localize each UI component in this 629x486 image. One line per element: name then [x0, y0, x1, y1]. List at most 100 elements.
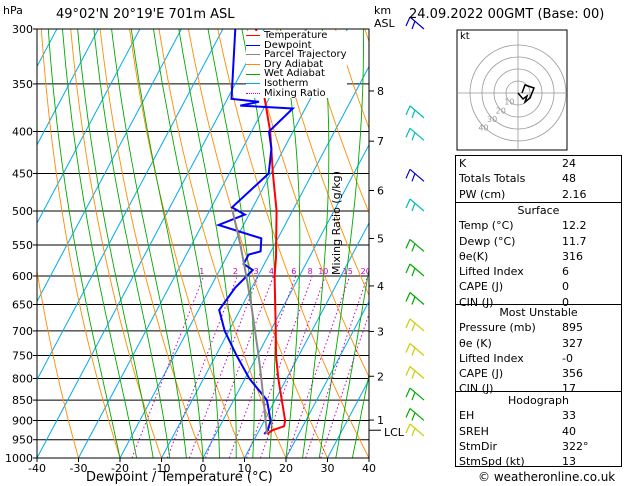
wet-adiabat: [93, 29, 171, 458]
isotherm: [78, 29, 307, 458]
surface-row: θe(K) 316: [455, 249, 622, 264]
mixing-ratio-label: 4: [269, 267, 274, 276]
legend-item: Isotherm: [246, 79, 347, 89]
most-unstable-value: 356: [562, 367, 583, 381]
legend-item: Parcel Trajectory: [246, 50, 347, 60]
surface-row: CAPE (J) 0: [455, 279, 622, 294]
isotherm: [285, 300, 369, 458]
hodo-stat-row: StmSpd (kt) 13: [455, 454, 622, 469]
most-unstable-row: θe (K) 327: [455, 336, 622, 351]
pressure-tick-label: 650: [12, 299, 33, 312]
wet-adiabat: [318, 29, 364, 458]
wind-barb: [405, 127, 425, 141]
isotherm: [37, 29, 99, 146]
legend-swatch: [246, 73, 260, 75]
temp-tick-label: -20: [111, 462, 129, 475]
profile-dewpoint: [215, 29, 296, 435]
temp-tick-label: -40: [28, 462, 46, 475]
hodograph-stats-box: [455, 391, 622, 467]
isotherm: [327, 378, 369, 458]
legend-swatch: [246, 64, 260, 66]
surface-value: 0: [562, 280, 569, 294]
surface-title: Surface: [517, 204, 560, 217]
hodograph-stats-table: Hodograph EH 33 SREH 40 StmDir 322° StmSpd (kt…: [455, 393, 622, 469]
temp-tick-label: 10: [238, 462, 252, 475]
legend-swatch: [246, 54, 260, 56]
mixing-ratio-axis-label: Mixing Ratio (g/kg): [330, 171, 343, 275]
legend-label: Dewpoint: [264, 39, 312, 51]
hodograph-ring-label: 10: [504, 98, 514, 107]
dry-adiabat: [187, 29, 328, 458]
wet-adiabat: [77, 29, 154, 458]
surface-label: CIN (J): [459, 295, 494, 309]
hodograph-kt-label: kt: [460, 31, 470, 42]
copyright: © weatheronline.co.uk: [478, 470, 616, 484]
surface-row: Temp (°C) 12.2: [455, 218, 622, 233]
mixing-ratio-line: [166, 275, 238, 458]
most-unstable-value: 17: [562, 382, 576, 396]
surface-label: Lifted Index: [459, 265, 524, 279]
hodograph-trace: [517, 84, 535, 105]
dry-adiabat: [276, 29, 369, 297]
hodograph-ring-label: 40: [478, 124, 488, 133]
pressure-tick-label: 1000: [5, 452, 33, 465]
km-tick-label: 4: [377, 280, 384, 293]
km-tick-label: 1: [377, 414, 384, 427]
mixing-ratio-line: [205, 275, 274, 458]
legend-item: Wet Adiabat: [246, 69, 347, 79]
wind-barb: [405, 292, 425, 305]
temp-tick-label: 40: [362, 462, 376, 475]
hodo-stat-label: EH: [459, 409, 475, 423]
index-value: 2.16: [562, 187, 587, 201]
temp-tick-label: 30: [321, 462, 335, 475]
index-label: Totals Totals: [459, 172, 526, 186]
hpa-label: hPa: [3, 4, 23, 17]
pressure-tick-label: 600: [12, 270, 33, 283]
most-unstable-title: Most Unstable: [499, 306, 578, 319]
surface-label: Dewp (°C): [459, 234, 516, 248]
wet-adiabat: [62, 29, 138, 458]
hodo-stat-value: 40: [562, 424, 576, 438]
km-tick-label: 6: [377, 184, 384, 197]
x-axis-label: Dewpoint / Temperature (°C): [86, 470, 273, 485]
temp-tick-label: -30: [70, 462, 88, 475]
legend-swatch: [246, 92, 260, 94]
pressure-tick-label: 850: [12, 394, 33, 407]
mixing-ratio-label: 6: [291, 267, 296, 276]
hodograph-frame: [456, 29, 568, 151]
dry-adiabat: [129, 29, 245, 458]
pressure-tick-label: 500: [12, 205, 33, 218]
hodo-stat-value: 13: [562, 455, 576, 469]
isotherm: [37, 29, 265, 458]
most-unstable-table: Most Unstable Pressure (mb) 895 θe (K) 327 L…: [455, 305, 622, 397]
wind-barb: [405, 238, 425, 252]
legend-swatch: [246, 83, 260, 85]
legend-label: Dry Adiabat: [264, 58, 324, 70]
wet-adiabat: [302, 29, 330, 458]
location-title: 49°02'N 20°19'E 701m ASL: [56, 7, 235, 22]
mixing-ratio-line: [260, 275, 326, 458]
surface-label: θe(K): [459, 249, 489, 263]
indices-table: K 24 Totals Totals 48 PW (cm) 2.16: [455, 156, 622, 202]
legend-item: Mixing Ratio: [246, 88, 347, 99]
legend: Temperature Dewpoint Parcel Trajectory Dry …: [246, 31, 347, 99]
legend-label: Temperature: [264, 30, 328, 41]
wind-barb: [405, 168, 425, 182]
surface-row: CIN (J) 0: [455, 295, 622, 310]
dry-adiabat: [99, 29, 204, 458]
legend-swatch: [246, 35, 260, 37]
index-row: K 24: [455, 156, 622, 171]
mixing-ratio-line: [188, 275, 259, 458]
dry-adiabat: [246, 29, 369, 379]
surface-value: 12.2: [562, 219, 587, 233]
hodo-stat-row: StmDir 322°: [455, 439, 622, 454]
surface-value: 0: [562, 295, 569, 309]
hodo-stat-value: 322°: [562, 439, 589, 453]
mixing-ratio-label: 15: [343, 267, 353, 276]
most-unstable-row: CIN (J) 17: [455, 381, 622, 396]
legend-item: Temperature: [246, 31, 347, 41]
profile-parcel-trajectory: [231, 210, 268, 435]
index-row: Totals Totals 48: [455, 171, 622, 186]
km-label: km: [374, 4, 392, 17]
most-unstable-row: Pressure (mb) 895: [455, 320, 622, 335]
